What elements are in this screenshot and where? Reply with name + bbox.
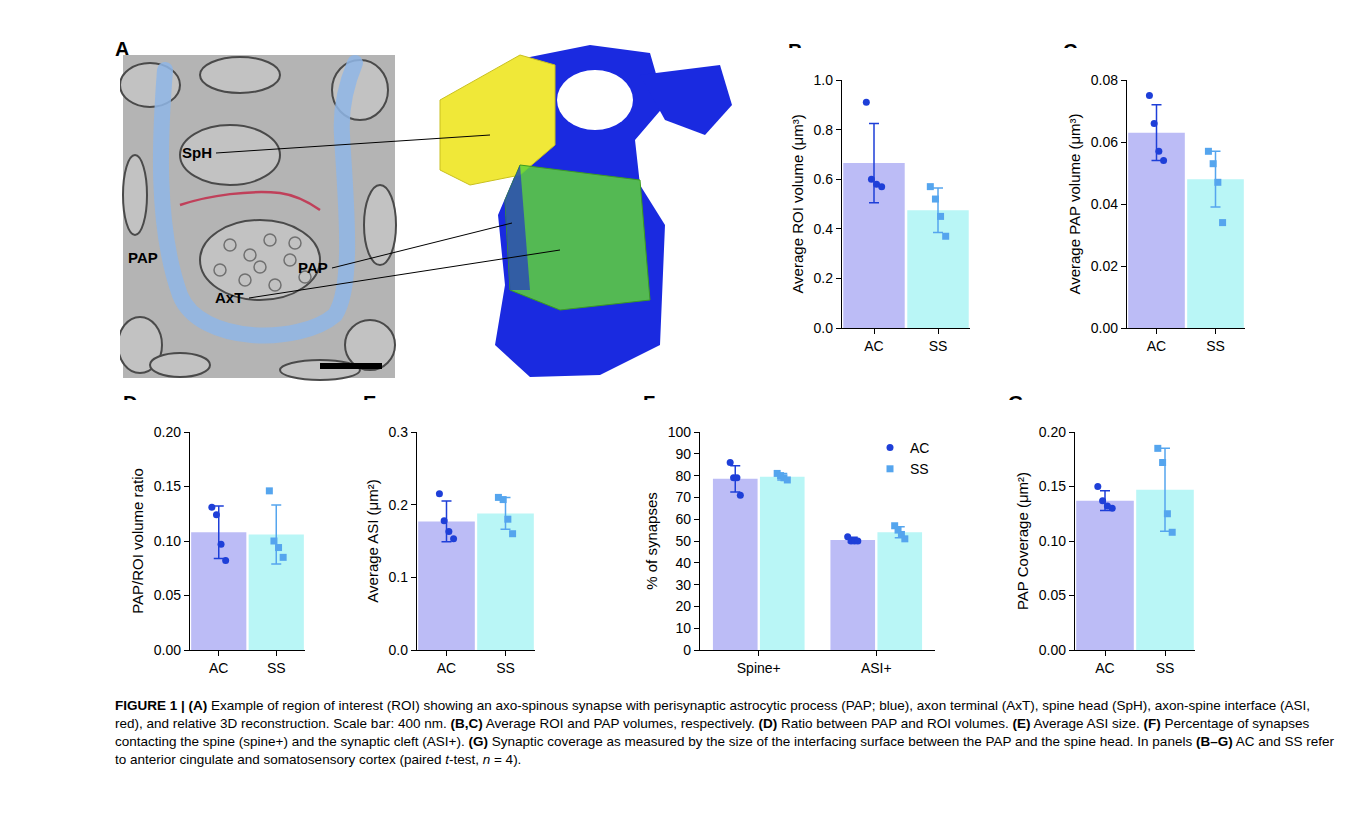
svg-text:0.04: 0.04 <box>1091 196 1118 212</box>
svg-text:0.20: 0.20 <box>1039 424 1066 440</box>
svg-text:30: 30 <box>675 577 691 593</box>
svg-text:0.05: 0.05 <box>154 587 181 603</box>
svg-text:0.1: 0.1 <box>389 569 409 585</box>
svg-text:50: 50 <box>675 533 691 549</box>
svg-text:SS: SS <box>929 338 948 354</box>
svg-text:0.02: 0.02 <box>1091 258 1118 274</box>
svg-text:PAP: PAP <box>128 249 158 266</box>
html-text:FIGURE 1 | (A) Example of regi: FIGURE 1 | (A) Example of region of inte… <box>115 698 1334 767</box>
svg-text:90: 90 <box>675 446 691 462</box>
svg-text:0.4: 0.4 <box>814 221 834 237</box>
svg-text:SS: SS <box>1156 660 1175 676</box>
svg-text:0.15: 0.15 <box>1039 478 1066 494</box>
svg-text:Spine+: Spine+ <box>737 660 781 676</box>
svg-text:Average ROI volume (μm³): Average ROI volume (μm³) <box>789 114 806 293</box>
svg-text:0.10: 0.10 <box>1039 533 1066 549</box>
html-text:A: A <box>115 38 130 60</box>
svg-text:20: 20 <box>675 598 691 614</box>
svg-text:0.00: 0.00 <box>1091 320 1118 336</box>
svg-text:10: 10 <box>675 620 691 636</box>
svg-text:PAP/ROI volume ratio: PAP/ROI volume ratio <box>129 468 146 614</box>
svg-text:0.08: 0.08 <box>1091 72 1118 88</box>
svg-text:PAP Coverage (μm²): PAP Coverage (μm²) <box>1014 472 1031 610</box>
svg-text:0.15: 0.15 <box>154 478 181 494</box>
svg-text:AC: AC <box>209 660 228 676</box>
svg-text:SS: SS <box>267 660 286 676</box>
html-text:D: D <box>123 392 138 414</box>
svg-text:0.8: 0.8 <box>814 122 834 138</box>
svg-text:40: 40 <box>675 555 691 571</box>
svg-text:SS: SS <box>910 461 929 477</box>
svg-text:ASI+: ASI+ <box>861 660 892 676</box>
svg-text:0.2: 0.2 <box>814 270 834 286</box>
svg-text:0.3: 0.3 <box>389 424 409 440</box>
svg-text:60: 60 <box>675 511 691 527</box>
svg-text:% of synapses: % of synapses <box>643 492 660 590</box>
svg-text:Average PAP volume (μm³): Average PAP volume (μm³) <box>1066 113 1083 294</box>
svg-text:0.20: 0.20 <box>154 424 181 440</box>
svg-text:0.0: 0.0 <box>389 642 409 658</box>
html-text:C: C <box>1063 40 1078 62</box>
svg-text:1.0: 1.0 <box>814 72 834 88</box>
html-text:G: G <box>1008 392 1024 414</box>
svg-text:AC: AC <box>1147 338 1166 354</box>
svg-text:AC: AC <box>1095 660 1114 676</box>
svg-text:SS: SS <box>1206 338 1225 354</box>
svg-text:AC: AC <box>864 338 883 354</box>
svg-text:0.06: 0.06 <box>1091 134 1118 150</box>
svg-text:70: 70 <box>675 489 691 505</box>
svg-text:AC: AC <box>437 660 456 676</box>
svg-text:0.6: 0.6 <box>814 171 834 187</box>
svg-text:0.10: 0.10 <box>154 533 181 549</box>
svg-text:SS: SS <box>496 660 515 676</box>
svg-text:Average ASI (μm²): Average ASI (μm²) <box>364 479 381 602</box>
svg-text:0.00: 0.00 <box>1039 642 1066 658</box>
html-text:E: E <box>363 392 377 414</box>
svg-text:0.2: 0.2 <box>389 497 409 513</box>
svg-text:AC: AC <box>910 440 929 456</box>
svg-text:80: 80 <box>675 468 691 484</box>
svg-text:0.00: 0.00 <box>154 642 181 658</box>
svg-text:0: 0 <box>683 642 691 658</box>
svg-text:AxT: AxT <box>215 289 243 306</box>
html-text:B: B <box>788 40 803 62</box>
svg-text:0.05: 0.05 <box>1039 587 1066 603</box>
html-text:F: F <box>643 392 656 414</box>
svg-text:0.0: 0.0 <box>814 320 834 336</box>
svg-text:100: 100 <box>668 424 692 440</box>
svg-text:PAP: PAP <box>298 259 328 276</box>
svg-text:SpH: SpH <box>182 144 212 161</box>
